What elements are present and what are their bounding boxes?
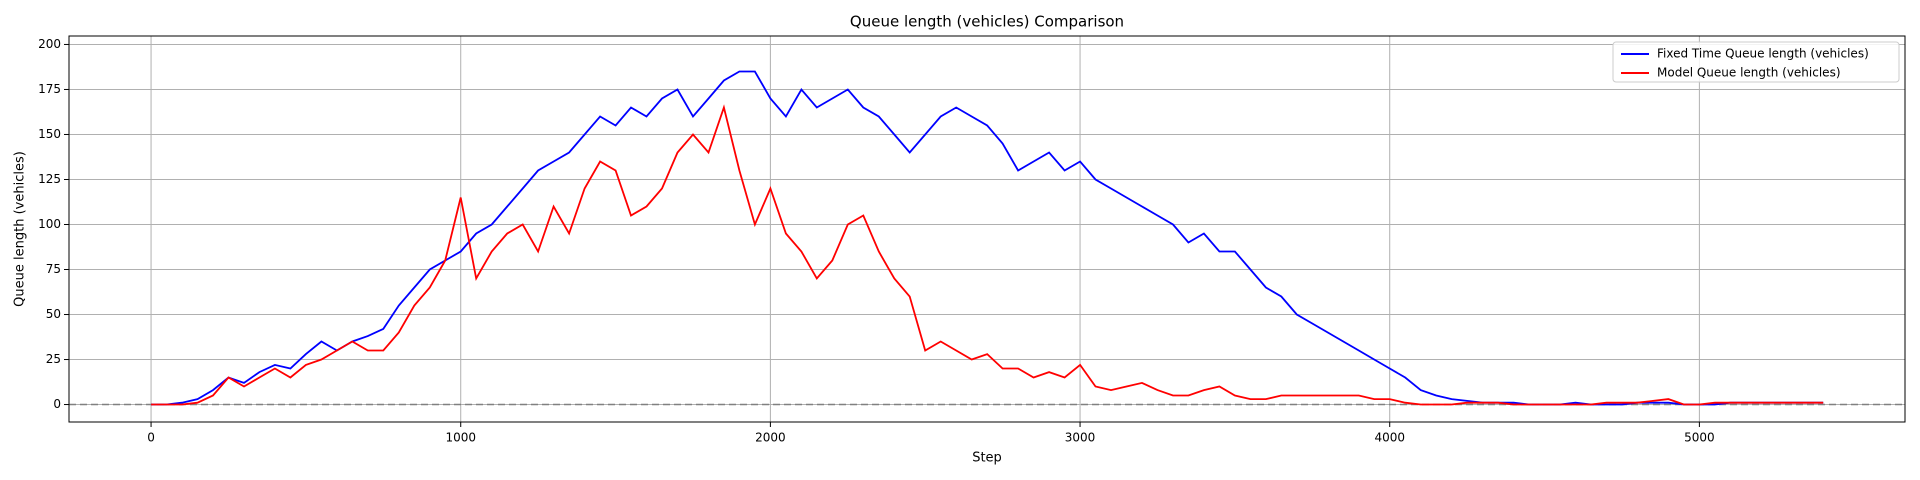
series-line [151, 104, 1824, 406]
y-tick-label: 150 [38, 127, 61, 141]
y-tick-label: 0 [53, 397, 61, 411]
y-tick-label: 200 [38, 37, 61, 51]
y-tick-label: 100 [38, 217, 61, 231]
y-tick-label: 175 [38, 82, 61, 96]
y-tick-label: 50 [46, 307, 61, 321]
chart-title: Queue length (vehicles) Comparison [850, 13, 1124, 31]
legend-box [1612, 41, 1900, 83]
plot-frame [68, 35, 1906, 423]
x-tick-label: 2000 [755, 431, 786, 445]
y-tick-label: 75 [46, 262, 61, 276]
x-tick-label: 0 [147, 431, 155, 445]
legend-label: Fixed Time Queue length (vehicles) [1657, 47, 1869, 61]
x-axis-label: Step [972, 451, 1002, 466]
x-tick-label: 3000 [1065, 431, 1096, 445]
y-axis-label: Queue length (vehicles) [13, 151, 28, 307]
y-tick-label: 25 [46, 352, 61, 366]
x-tick-label: 4000 [1374, 431, 1405, 445]
y-tick-label: 125 [38, 172, 61, 186]
legend: Fixed Time Queue length (vehicles) Model … [1612, 41, 1900, 83]
legend-label: Model Queue length (vehicles) [1657, 66, 1841, 80]
x-tick-label: 1000 [445, 431, 476, 445]
x-tick-label: 5000 [1684, 431, 1715, 445]
